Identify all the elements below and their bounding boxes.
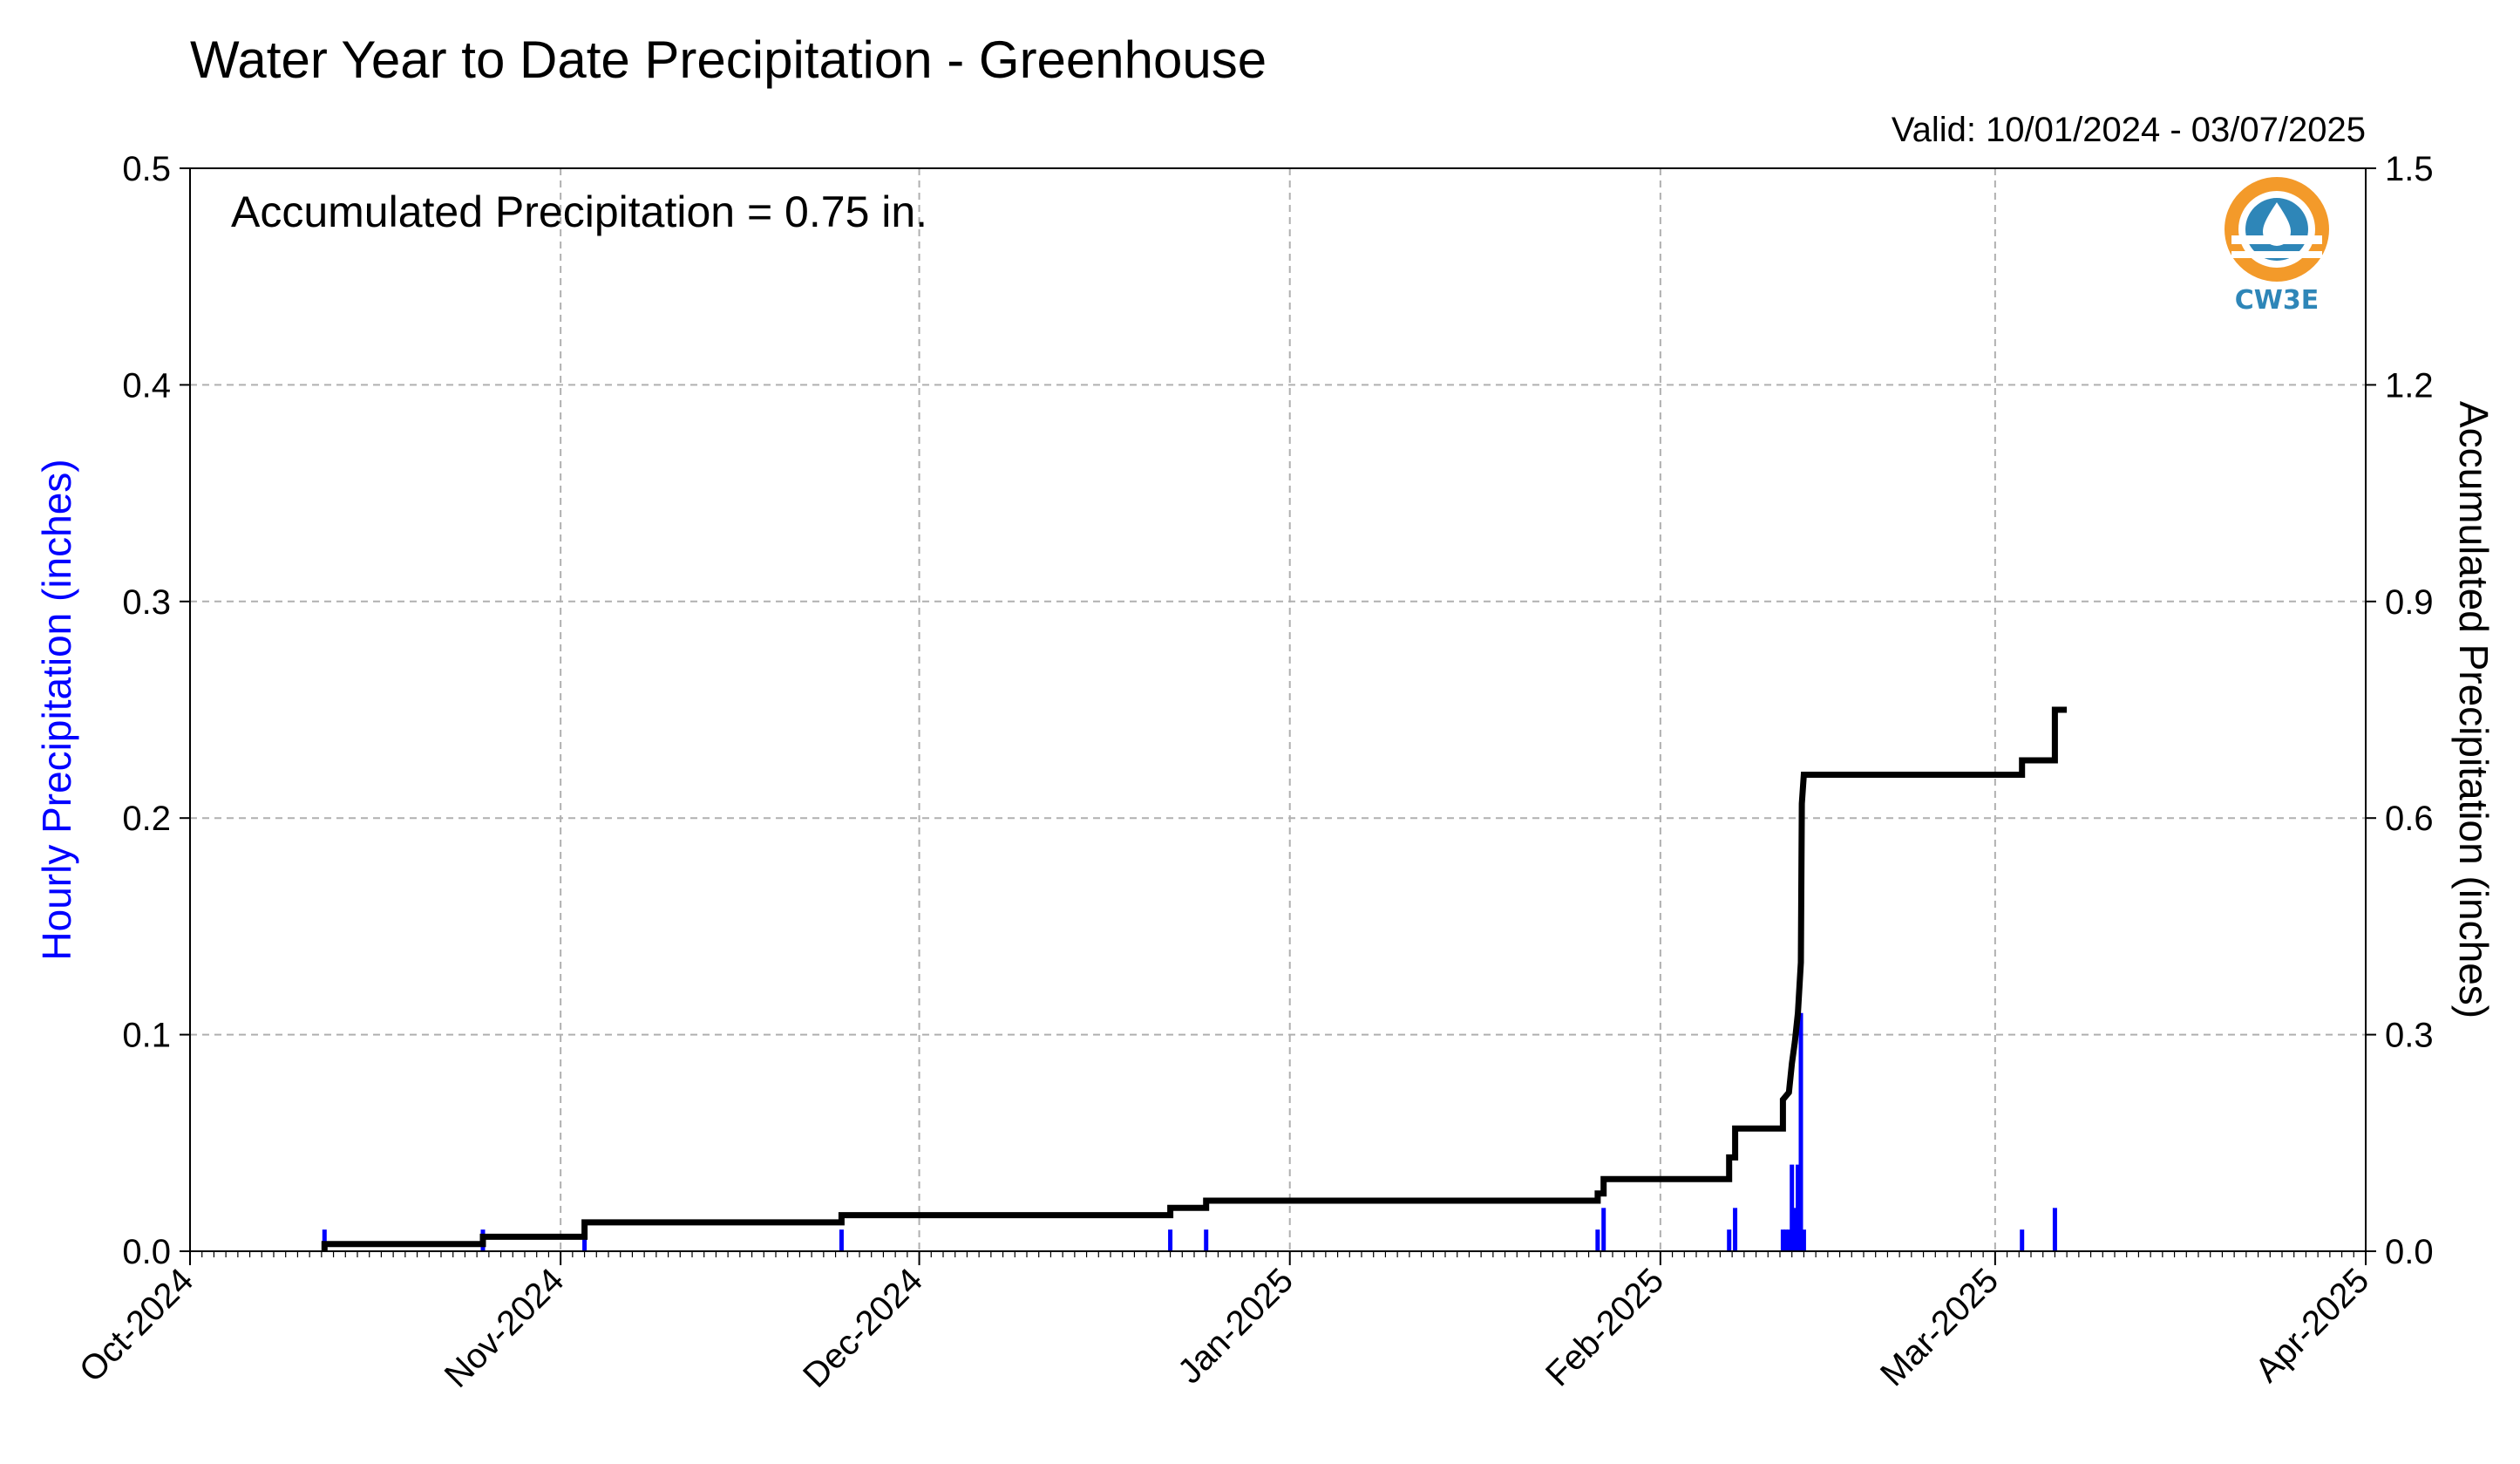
hourly-bar <box>1801 1229 1806 1251</box>
right-axis-label: Accumulated Precipitation (inches) <box>2451 401 2496 1018</box>
hourly-bar <box>1798 1012 1803 1251</box>
left-y-tick-label: 0.5 <box>122 150 171 188</box>
left-y-tick-label: 0.1 <box>122 1017 171 1055</box>
x-tick-label: Dec-2024 <box>796 1261 930 1395</box>
hourly-bar <box>1601 1208 1606 1251</box>
hourly-bar <box>322 1229 327 1251</box>
accumulated-precipitation-line <box>321 706 2068 1251</box>
hourly-bar <box>839 1229 844 1251</box>
hourly-bar <box>582 1229 588 1251</box>
x-tick-label: Jan-2025 <box>1171 1261 1301 1391</box>
right-y-tick-label: 0.6 <box>2385 800 2434 838</box>
hourly-bar <box>1733 1208 1738 1251</box>
right-y-tick-label: 0.9 <box>2385 583 2434 622</box>
right-y-tick-label: 1.5 <box>2385 150 2434 188</box>
hourly-precipitation-bars <box>322 1012 2057 1251</box>
x-tick-label: Feb-2025 <box>1538 1261 1671 1393</box>
x-tick-label: Oct-2024 <box>72 1261 200 1389</box>
hourly-bar <box>1790 1164 1795 1251</box>
hourly-bar <box>1727 1229 1732 1251</box>
water-drop-logo-icon <box>2225 177 2329 282</box>
hourly-bar <box>1792 1208 1797 1251</box>
left-y-tick-label: 0.3 <box>122 583 171 622</box>
hourly-bar <box>1780 1229 1785 1251</box>
hourly-bar <box>1796 1164 1801 1251</box>
hourly-bar <box>1783 1229 1789 1251</box>
cw3e-logo: CW3E <box>2225 177 2329 316</box>
left-y-tick-label: 0.0 <box>122 1233 171 1271</box>
valid-date-range: Valid: 10/01/2024 - 03/07/2025 <box>1892 111 2366 149</box>
left-y-tick-label: 0.2 <box>122 800 171 838</box>
right-y-tick-label: 0.0 <box>2385 1233 2434 1271</box>
left-y-tick-label: 0.4 <box>122 366 171 405</box>
chart-title: Water Year to Date Precipitation - Green… <box>190 31 1267 89</box>
x-tick-label: Apr-2025 <box>2248 1261 2376 1389</box>
axes: 0.0 0.1 0.2 0.3 0.4 0.5 0.0 0.3 0.6 0.9 1.2 1.5 Oct-… <box>72 150 2434 1395</box>
right-y-tick-label: 0.3 <box>2385 1017 2434 1055</box>
accumulated-total-annotation: Accumulated Precipitation = 0.75 in. <box>231 187 927 236</box>
hourly-bar <box>1168 1229 1173 1251</box>
right-y-tick-label: 1.2 <box>2385 366 2434 405</box>
x-tick-label: Mar-2025 <box>1873 1261 2006 1393</box>
logo-text: CW3E <box>2235 285 2319 316</box>
accumulated-precipitation-line-group <box>321 706 2068 1251</box>
x-tick-label: Nov-2024 <box>438 1261 572 1395</box>
left-axis-label: Hourly Precipitation (inches) <box>34 459 79 960</box>
hourly-bar <box>1204 1229 1209 1251</box>
hourly-bar <box>1786 1229 1791 1251</box>
hourly-bar <box>2052 1208 2057 1251</box>
plot-frame <box>189 167 2367 1252</box>
grid-lines <box>190 168 2366 1251</box>
hourly-bar <box>1595 1229 1600 1251</box>
hourly-bar <box>2020 1229 2025 1251</box>
